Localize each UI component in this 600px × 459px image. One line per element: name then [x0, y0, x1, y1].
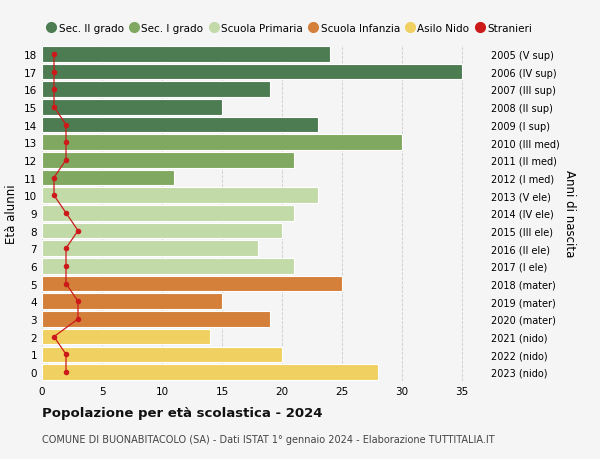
Point: [73, 298, 83, 305]
Point: [61, 369, 71, 376]
Bar: [42, 82, 270, 98]
Point: [49, 104, 59, 111]
Bar: [42, 347, 282, 362]
Bar: [42, 65, 462, 80]
Point: [61, 210, 71, 217]
Bar: [42, 153, 294, 168]
Point: [49, 174, 59, 182]
Bar: [42, 276, 342, 292]
Bar: [42, 47, 330, 62]
Point: [49, 192, 59, 200]
Bar: [42, 224, 282, 239]
Point: [61, 351, 71, 358]
Point: [61, 122, 71, 129]
Point: [49, 333, 59, 341]
Bar: [42, 258, 294, 274]
Bar: [42, 170, 174, 186]
Point: [49, 86, 59, 94]
Point: [61, 245, 71, 252]
Bar: [42, 188, 318, 203]
Point: [61, 157, 71, 164]
Bar: [42, 118, 318, 133]
Bar: [42, 329, 210, 345]
Bar: [42, 135, 402, 151]
Bar: [42, 206, 294, 221]
Point: [73, 227, 83, 235]
Point: [61, 280, 71, 288]
Point: [49, 69, 59, 76]
Point: [49, 51, 59, 58]
Bar: [42, 100, 222, 115]
Bar: [42, 294, 222, 309]
Point: [61, 139, 71, 146]
Text: Popolazione per età scolastica - 2024: Popolazione per età scolastica - 2024: [42, 406, 323, 419]
Bar: [42, 312, 270, 327]
Y-axis label: Anni di nascita: Anni di nascita: [563, 170, 576, 257]
Point: [73, 316, 83, 323]
Point: [61, 263, 71, 270]
Text: COMUNE DI BUONABITACOLO (SA) - Dati ISTAT 1° gennaio 2024 - Elaborazione TUTTITA: COMUNE DI BUONABITACOLO (SA) - Dati ISTA…: [42, 434, 494, 444]
Bar: [42, 364, 378, 380]
Y-axis label: Età alunni: Età alunni: [5, 184, 19, 243]
Legend: Sec. II grado, Sec. I grado, Scuola Primaria, Scuola Infanzia, Asilo Nido, Stran: Sec. II grado, Sec. I grado, Scuola Prim…: [47, 24, 532, 34]
Bar: [42, 241, 258, 257]
